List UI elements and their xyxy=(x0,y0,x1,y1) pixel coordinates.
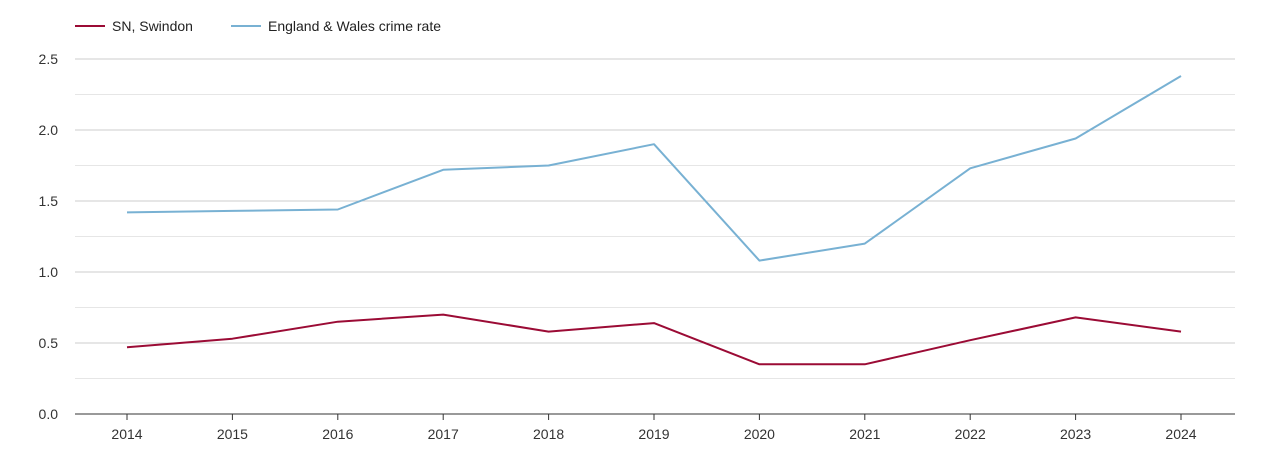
legend-item-swindon[interactable]: SN, Swindon xyxy=(75,18,193,34)
x-tick-label: 2020 xyxy=(744,426,775,442)
legend-label-england-wales: England & Wales crime rate xyxy=(268,18,441,34)
series-line-1[interactable] xyxy=(126,75,1182,262)
x-tick-label: 2022 xyxy=(955,426,986,442)
gridlines xyxy=(75,58,1235,379)
x-tick-label: 2015 xyxy=(217,426,248,442)
y-tick-label: 2.5 xyxy=(39,51,59,67)
x-tick-label: 2024 xyxy=(1165,426,1196,442)
y-tick-label: 0.5 xyxy=(39,335,59,351)
legend-item-england-wales[interactable]: England & Wales crime rate xyxy=(231,18,441,34)
x-tick-label: 2016 xyxy=(322,426,353,442)
x-tick-label: 2018 xyxy=(533,426,564,442)
x-tick-label: 2019 xyxy=(638,426,669,442)
x-axis-ticks: 2014 2015 2016 2017 2018 2019 2020 2021 2022 2023… xyxy=(111,414,1197,442)
y-tick-label: 0.0 xyxy=(39,406,59,422)
series-lines xyxy=(126,75,1182,366)
legend: SN, Swindon England & Wales crime rate xyxy=(75,18,441,34)
y-tick-label: 1.5 xyxy=(39,193,59,209)
x-tick-label: 2021 xyxy=(849,426,880,442)
y-axis-ticks: 0.0 0.5 1.0 1.5 2.0 2.5 xyxy=(39,51,59,422)
series-line-0[interactable] xyxy=(126,313,1182,366)
legend-label-swindon: SN, Swindon xyxy=(112,18,193,34)
y-tick-label: 2.0 xyxy=(39,122,59,138)
x-tick-label: 2014 xyxy=(111,426,142,442)
x-tick-label: 2017 xyxy=(428,426,459,442)
y-tick-label: 1.0 xyxy=(39,264,59,280)
x-tick-label: 2023 xyxy=(1060,426,1091,442)
